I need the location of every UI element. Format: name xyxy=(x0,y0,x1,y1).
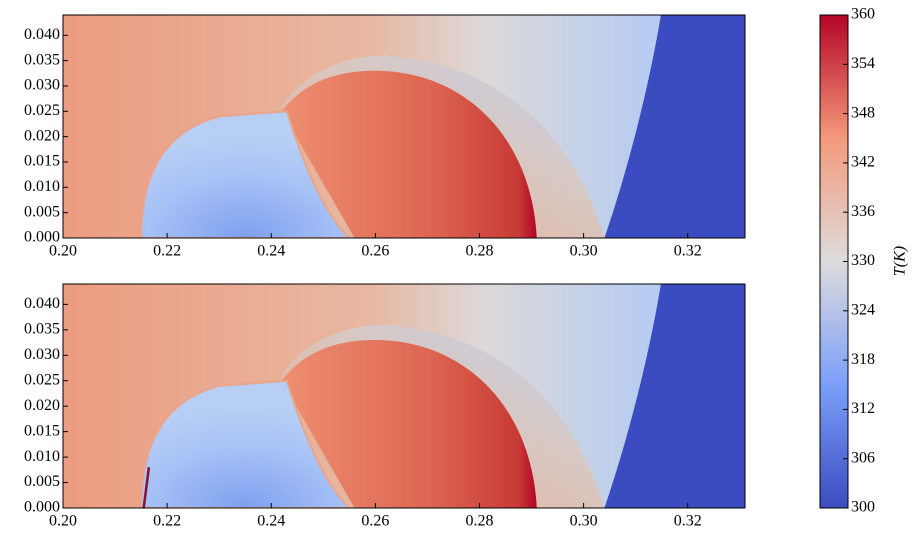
colorbar-tick-label: 354 xyxy=(851,55,875,72)
x-tick-label: 0.20 xyxy=(49,513,77,530)
x-tick-label: 0.26 xyxy=(361,513,389,530)
x-tick-label: 0.22 xyxy=(153,243,181,260)
colorbar-tick-label: 348 xyxy=(851,104,875,121)
cold-region xyxy=(604,15,745,238)
colorbar-tick-label: 342 xyxy=(851,154,875,171)
y-tick-label: 0.025 xyxy=(24,371,60,388)
colorbar-tick-label: 336 xyxy=(851,203,875,220)
bubble xyxy=(140,379,351,508)
axes-frame xyxy=(62,283,746,509)
x-tick-label: 0.30 xyxy=(570,243,598,260)
y-tick-label: 0.030 xyxy=(24,77,60,94)
hot-dome xyxy=(281,340,537,508)
colorbar-label: T(K) xyxy=(892,246,909,276)
field xyxy=(63,284,745,508)
axes-frame xyxy=(62,14,746,239)
y-tick-label: 0.010 xyxy=(24,448,60,465)
y-tick-label: 0.020 xyxy=(24,127,60,144)
colorbar-tick-label: 306 xyxy=(851,449,875,466)
y-tick-label: 0.035 xyxy=(24,51,60,68)
y-tick-label: 0.020 xyxy=(24,397,60,414)
colorbar-tick-label: 360 xyxy=(851,6,875,23)
x-tick-label: 0.20 xyxy=(49,243,77,260)
y-tick-label: 0.040 xyxy=(24,26,60,43)
y-tick-label: 0.015 xyxy=(24,422,60,439)
y-tick-label: 0.005 xyxy=(24,473,60,490)
colorbar-tick-label: 300 xyxy=(851,499,875,516)
x-tick-label: 0.28 xyxy=(465,513,493,530)
x-tick-label: 0.32 xyxy=(674,243,702,260)
y-tick-label: 0.000 xyxy=(24,229,60,246)
y-tick-label: 0.030 xyxy=(24,346,60,363)
colorbar-tick-label: 324 xyxy=(851,301,875,318)
x-tick-label: 0.30 xyxy=(570,513,598,530)
x-tick-label: 0.24 xyxy=(257,513,285,530)
y-tick-label: 0.040 xyxy=(24,295,60,312)
x-tick-label: 0.26 xyxy=(361,243,389,260)
interface-streak xyxy=(142,467,151,508)
y-tick-label: 0.005 xyxy=(24,203,60,220)
hot-dome xyxy=(281,70,537,238)
y-tick-label: 0.010 xyxy=(24,178,60,195)
y-tick-label: 0.015 xyxy=(24,153,60,170)
x-tick-label: 0.28 xyxy=(465,243,493,260)
x-tick-label: 0.24 xyxy=(257,243,285,260)
colorbar-tick-label: 312 xyxy=(851,400,875,417)
x-tick-label: 0.22 xyxy=(153,513,181,530)
x-tick-label: 0.32 xyxy=(674,513,702,530)
colorbar-tick-label: 318 xyxy=(851,351,875,368)
y-tick-label: 0.025 xyxy=(24,102,60,119)
field xyxy=(63,15,745,238)
cold-region xyxy=(604,284,745,508)
bubble xyxy=(140,110,351,238)
y-tick-label: 0.035 xyxy=(24,320,60,337)
y-tick-label: 0.000 xyxy=(24,499,60,516)
colorbar-tick-label: 330 xyxy=(851,252,875,269)
